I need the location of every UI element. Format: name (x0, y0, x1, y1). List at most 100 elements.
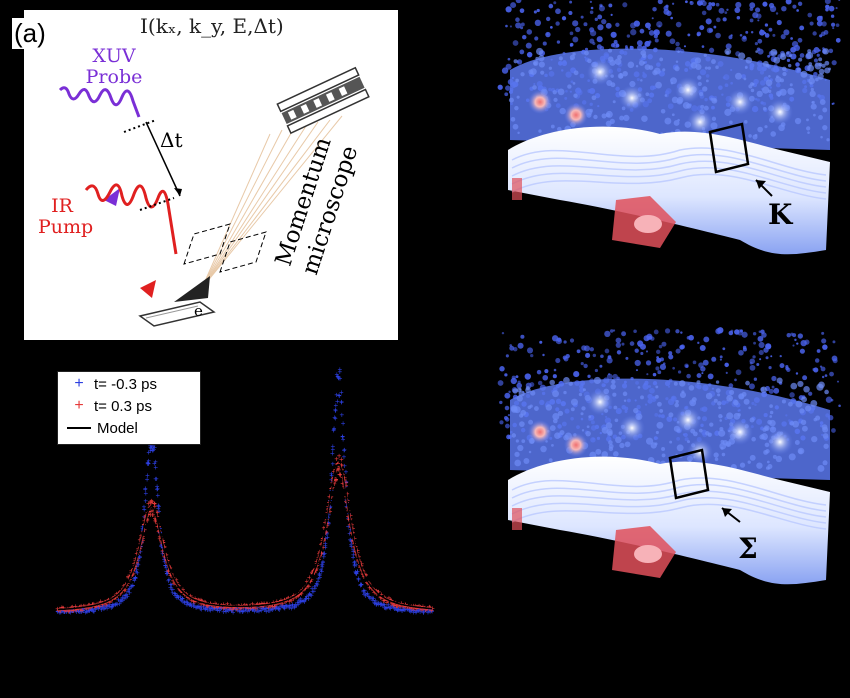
data-point-neg: + (342, 446, 347, 455)
data-point-pos: + (417, 602, 422, 611)
data-point-pos: + (59, 603, 64, 612)
data-point-neg: + (164, 567, 169, 576)
data-point-neg: + (313, 584, 318, 593)
data-point-neg: + (135, 569, 140, 578)
data-point-pos: + (221, 600, 226, 609)
legend-item-neg: + t= -0.3 ps (74, 375, 157, 393)
data-point-neg: + (318, 573, 323, 582)
data-point-pos: + (64, 606, 69, 615)
data-point-neg: + (344, 468, 349, 477)
data-point-pos: + (352, 534, 357, 543)
data-point-neg: + (179, 596, 184, 605)
data-point-pos: + (387, 593, 392, 602)
data-point-neg: + (352, 559, 357, 568)
data-point-pos: + (238, 604, 243, 613)
data-point-pos: + (312, 569, 317, 578)
data-point-pos: + (396, 600, 401, 609)
data-point-neg: + (79, 607, 84, 616)
data-point-neg: + (135, 559, 140, 568)
data-point-pos: + (197, 596, 202, 605)
data-point-neg: + (374, 600, 379, 609)
data-point-neg: + (329, 470, 334, 479)
data-point-neg: + (158, 524, 163, 533)
data-point-neg: + (428, 607, 433, 616)
data-point-neg: + (238, 604, 243, 613)
data-point-neg: + (340, 410, 345, 419)
data-point-pos: + (379, 593, 384, 602)
data-point-neg: + (201, 602, 206, 611)
data-point-neg: + (346, 514, 351, 523)
data-point-pos: + (337, 451, 342, 460)
data-point-neg: + (139, 539, 144, 548)
data-point-neg: + (58, 607, 63, 616)
data-point-pos: + (248, 604, 253, 613)
data-point-pos: + (418, 604, 423, 613)
data-point-neg: + (97, 602, 102, 611)
data-point-pos: + (361, 570, 366, 579)
data-point-neg: + (160, 550, 165, 559)
data-point-pos: + (317, 549, 322, 558)
data-point-neg: + (192, 602, 197, 611)
data-point-neg: + (91, 607, 96, 616)
data-point-pos: + (140, 534, 145, 543)
data-point-neg: + (205, 603, 210, 612)
data-point-neg: + (116, 596, 121, 605)
data-point-pos: + (303, 584, 308, 593)
data-point-neg: + (427, 605, 432, 614)
data-point-neg: + (153, 463, 158, 472)
data-point-neg: + (325, 529, 330, 538)
data-point-neg: + (302, 597, 307, 606)
data-point-neg: + (155, 485, 160, 494)
data-point-neg: + (80, 606, 85, 615)
data-point-pos: + (87, 600, 92, 609)
data-point-neg: + (102, 605, 107, 614)
data-point-pos: + (95, 602, 100, 611)
data-point-pos: + (319, 549, 324, 558)
data-point-pos: + (133, 562, 138, 571)
data-point-neg: + (227, 604, 232, 613)
data-point-neg: + (62, 607, 67, 616)
data-point-neg: + (267, 606, 272, 615)
data-point-neg: + (195, 603, 200, 612)
data-point-neg: + (325, 533, 330, 542)
data-point-neg: + (365, 589, 370, 598)
data-point-pos: + (63, 606, 68, 615)
data-point-neg: + (238, 607, 243, 616)
data-point-pos: + (211, 601, 216, 610)
data-point-neg: + (67, 607, 72, 616)
data-point-neg: + (169, 585, 174, 594)
data-point-neg: + (417, 604, 422, 613)
data-point-pos: + (337, 466, 342, 475)
data-point-pos: + (287, 597, 292, 606)
data-point-pos: + (118, 590, 123, 599)
data-point-neg: + (300, 597, 305, 606)
data-point-neg: + (293, 602, 298, 611)
data-point-pos: + (161, 538, 166, 547)
data-point-pos: + (344, 481, 349, 490)
data-point-pos: + (122, 586, 127, 595)
data-point-pos: + (351, 528, 356, 537)
data-point-pos: + (309, 575, 314, 584)
data-point-pos: + (212, 603, 217, 612)
data-point-pos: + (187, 594, 192, 603)
data-point-neg: + (290, 602, 295, 611)
data-point-neg: + (205, 605, 210, 614)
data-point-neg: + (189, 602, 194, 611)
data-point-neg: + (182, 598, 187, 607)
data-point-pos: + (142, 517, 147, 526)
data-point-neg: + (411, 608, 416, 617)
data-point-neg: + (136, 553, 141, 562)
data-point-neg: + (125, 592, 130, 601)
data-point-pos: + (123, 585, 128, 594)
data-point-neg: + (91, 607, 96, 616)
data-point-pos: + (78, 605, 83, 614)
data-point-neg: + (319, 565, 324, 574)
data-point-neg: + (113, 601, 118, 610)
data-point-neg: + (145, 458, 150, 467)
data-point-pos: + (427, 605, 432, 614)
data-point-pos: + (327, 492, 332, 501)
data-point-neg: + (399, 605, 404, 614)
data-point-pos: + (310, 567, 315, 576)
data-point-pos: + (254, 600, 259, 609)
data-point-pos: + (375, 589, 380, 598)
